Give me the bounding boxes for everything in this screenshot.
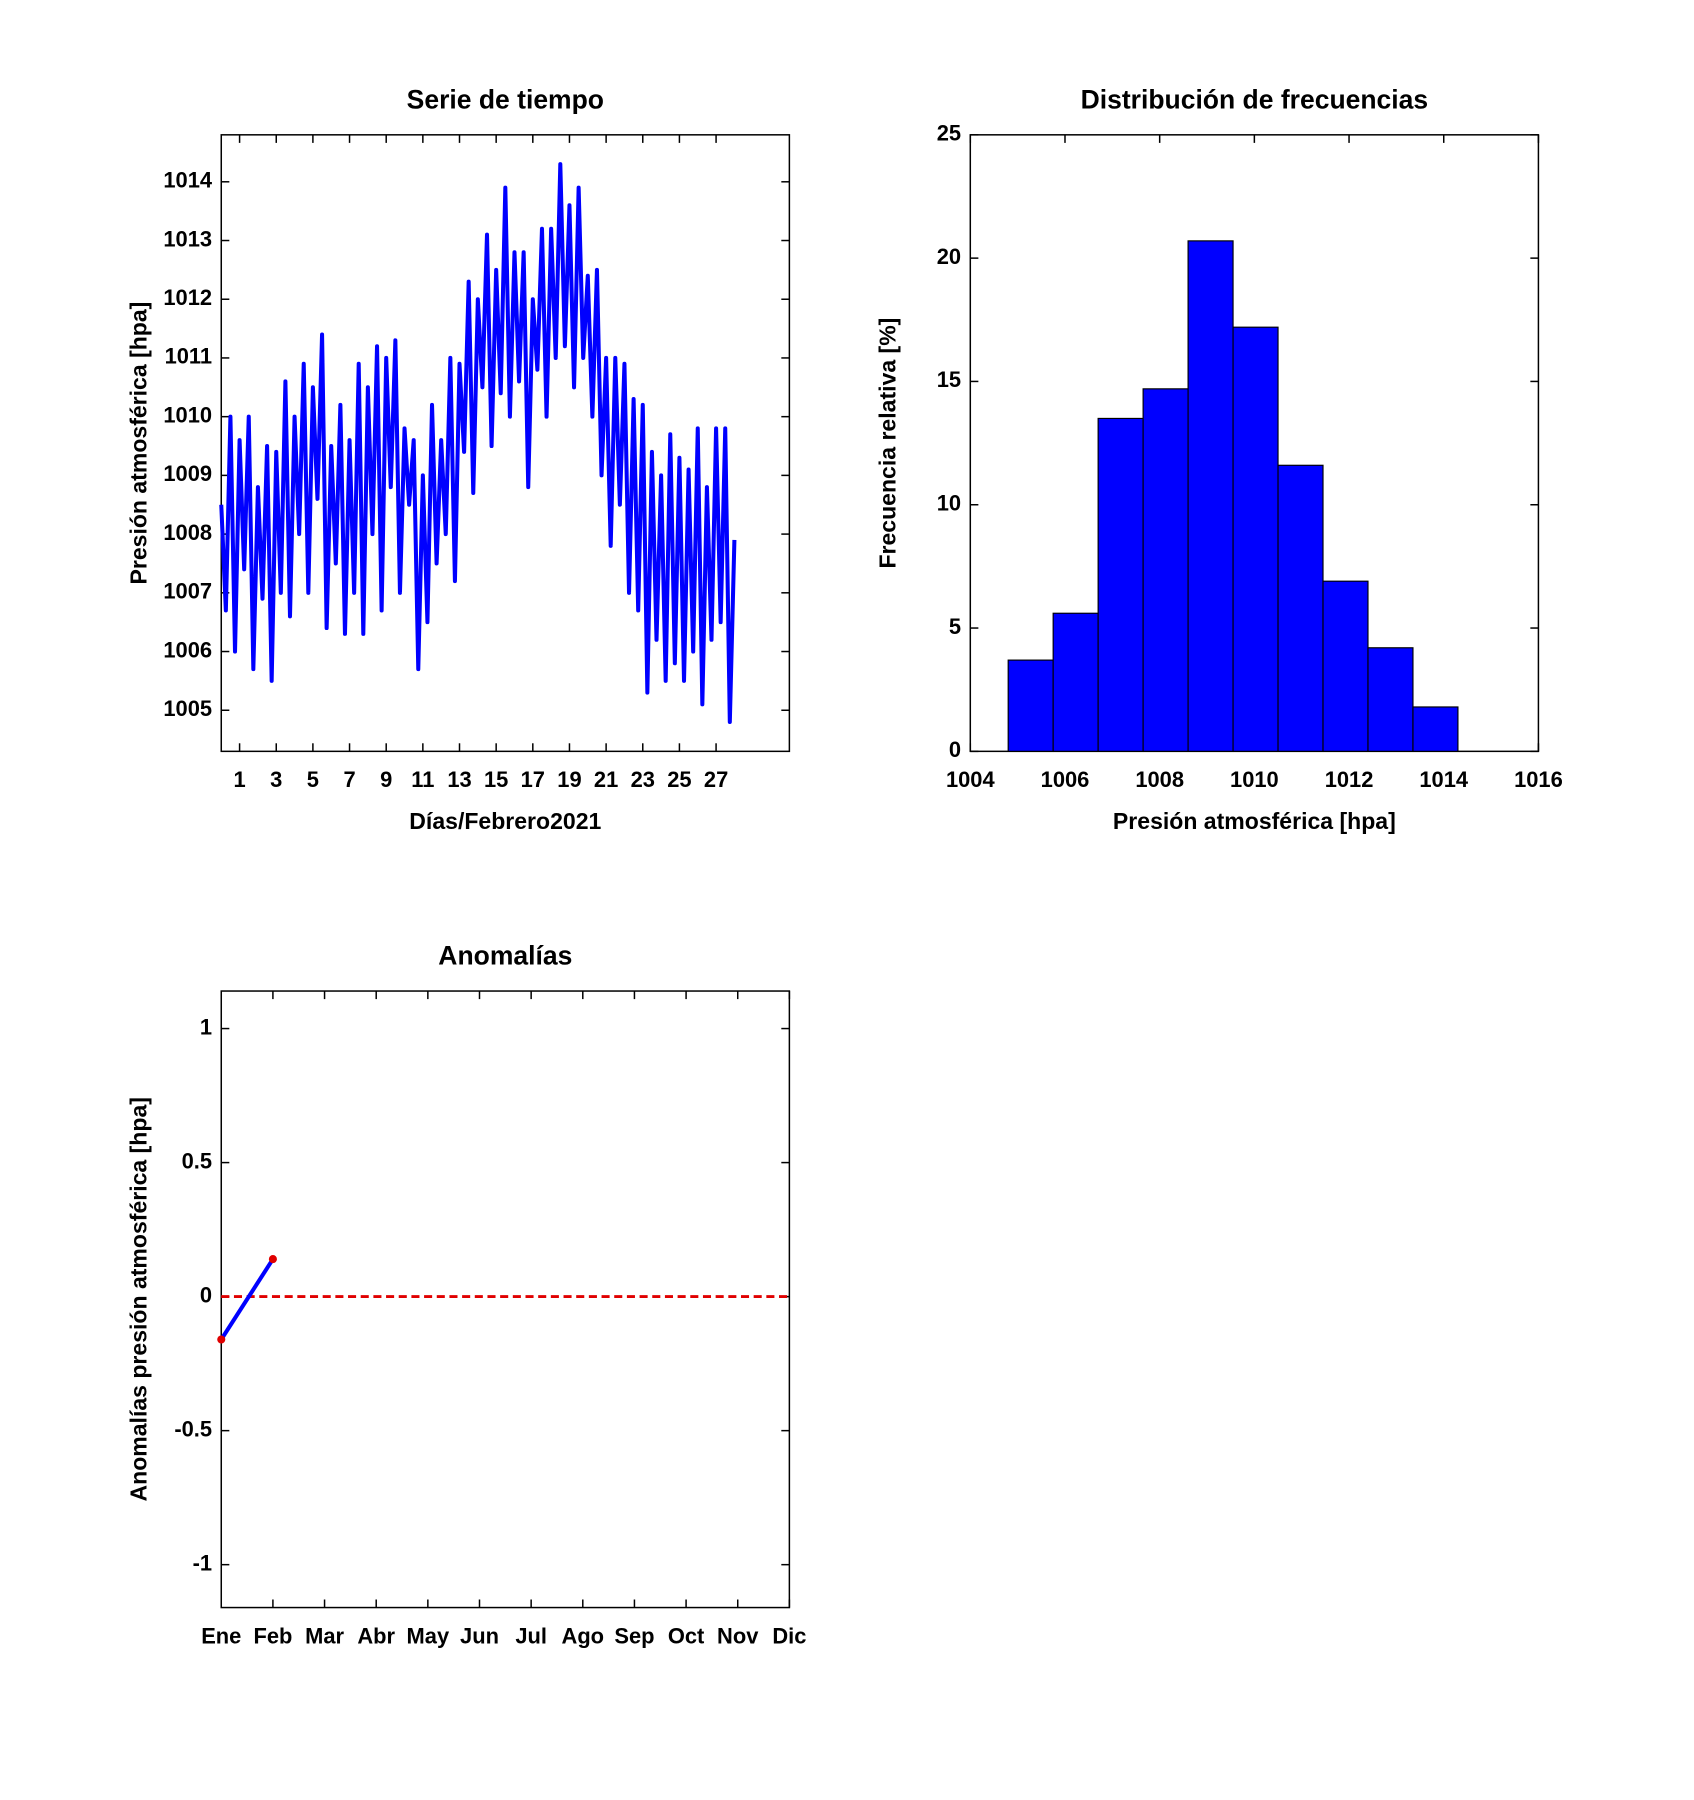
x-tick-label: 3 (270, 767, 282, 792)
histogram-bar (1007, 659, 1054, 752)
x-tick-label: Mar (305, 1623, 344, 1648)
y-tick-label: 1 (200, 1014, 212, 1039)
x-tick-label: Jun (460, 1623, 499, 1648)
y-tick-label: 15 (937, 367, 961, 392)
x-tick-label: 9 (380, 767, 392, 792)
x-tick-label: 27 (704, 767, 728, 792)
x-tick-label: May (407, 1623, 450, 1648)
y-axis-title: Anomalías presión atmosférica [hpa] (126, 1097, 152, 1501)
y-tick-label: 20 (937, 244, 961, 269)
y-axis-title: Presión atmosférica [hpa] (126, 302, 152, 585)
histogram-bar (1322, 580, 1369, 752)
histogram-bar (1277, 464, 1324, 752)
x-tick-label: 1004 (946, 767, 995, 792)
x-tick-label: Ago (562, 1623, 605, 1648)
x-tick-label: Abr (357, 1623, 395, 1648)
x-tick-label: Nov (717, 1623, 759, 1648)
x-axis-title: Presión atmosférica [hpa] (1113, 808, 1396, 834)
y-tick-label: 1014 (163, 168, 212, 193)
y-tick-label: 1007 (163, 579, 212, 604)
y-tick-label: -0.5 (174, 1416, 212, 1441)
x-tick-label: Jul (515, 1623, 547, 1648)
y-tick-label: 0 (949, 737, 961, 762)
x-tick-label: 7 (343, 767, 355, 792)
data-point (217, 1335, 226, 1344)
y-tick-label: 10 (937, 491, 961, 516)
x-tick-label: 15 (484, 767, 508, 792)
x-tick-label: Oct (668, 1623, 705, 1648)
y-tick-label: 0.5 (182, 1148, 212, 1173)
histogram-bar (1097, 417, 1144, 752)
y-tick-label: 5 (949, 614, 961, 639)
x-tick-label: 1008 (1135, 767, 1184, 792)
y-tick-label: 1013 (163, 226, 212, 251)
y-tick-label: 1010 (163, 402, 212, 427)
x-tick-label: 23 (631, 767, 655, 792)
x-tick-label: 5 (307, 767, 319, 792)
x-tick-label: 1 (234, 767, 246, 792)
y-tick-label: 1012 (163, 285, 212, 310)
chart-title: Distribución de frecuencias (1081, 84, 1429, 114)
plot-area (220, 990, 791, 1609)
x-tick-label: 1012 (1325, 767, 1374, 792)
x-tick-label: 1016 (1514, 767, 1563, 792)
x-tick-label: 1014 (1419, 767, 1468, 792)
chart-title: Serie de tiempo (407, 84, 604, 114)
x-tick-label: 13 (447, 767, 471, 792)
y-tick-label: 1008 (163, 520, 212, 545)
data-line (219, 1257, 275, 1341)
chart-title: Anomalías (438, 941, 572, 971)
y-tick-label: 1011 (165, 344, 212, 369)
histogram-bar (1142, 388, 1189, 752)
histogram-bar (1232, 326, 1279, 752)
y-tick-label: 1005 (163, 696, 212, 721)
data-point (268, 1255, 277, 1264)
x-tick-label: 19 (557, 767, 581, 792)
y-tick-label: -1 (193, 1550, 212, 1575)
x-tick-label: 11 (411, 767, 434, 792)
x-tick-label: 17 (521, 767, 545, 792)
histogram-bar (1052, 612, 1099, 752)
x-tick-label: Dic (772, 1623, 806, 1648)
y-axis-title: Frecuencia relativa [%] (875, 318, 901, 569)
histogram-bar (1187, 240, 1234, 752)
x-axis-title: Días/Febrero2021 (409, 808, 601, 834)
histogram-bar (1412, 706, 1459, 752)
y-tick-label: 1006 (163, 637, 212, 662)
x-tick-label: Sep (614, 1623, 654, 1648)
x-tick-label: Feb (253, 1623, 292, 1648)
y-tick-label: 25 (937, 121, 961, 146)
x-tick-label: Ene (201, 1623, 241, 1648)
histogram-bar (1367, 647, 1414, 752)
data-line (219, 162, 737, 724)
x-tick-label: 1010 (1230, 767, 1279, 792)
x-tick-label: 1006 (1041, 767, 1090, 792)
y-tick-label: 0 (200, 1282, 212, 1307)
x-tick-label: 21 (594, 767, 618, 792)
x-tick-label: 25 (667, 767, 691, 792)
y-tick-label: 1009 (163, 461, 212, 486)
